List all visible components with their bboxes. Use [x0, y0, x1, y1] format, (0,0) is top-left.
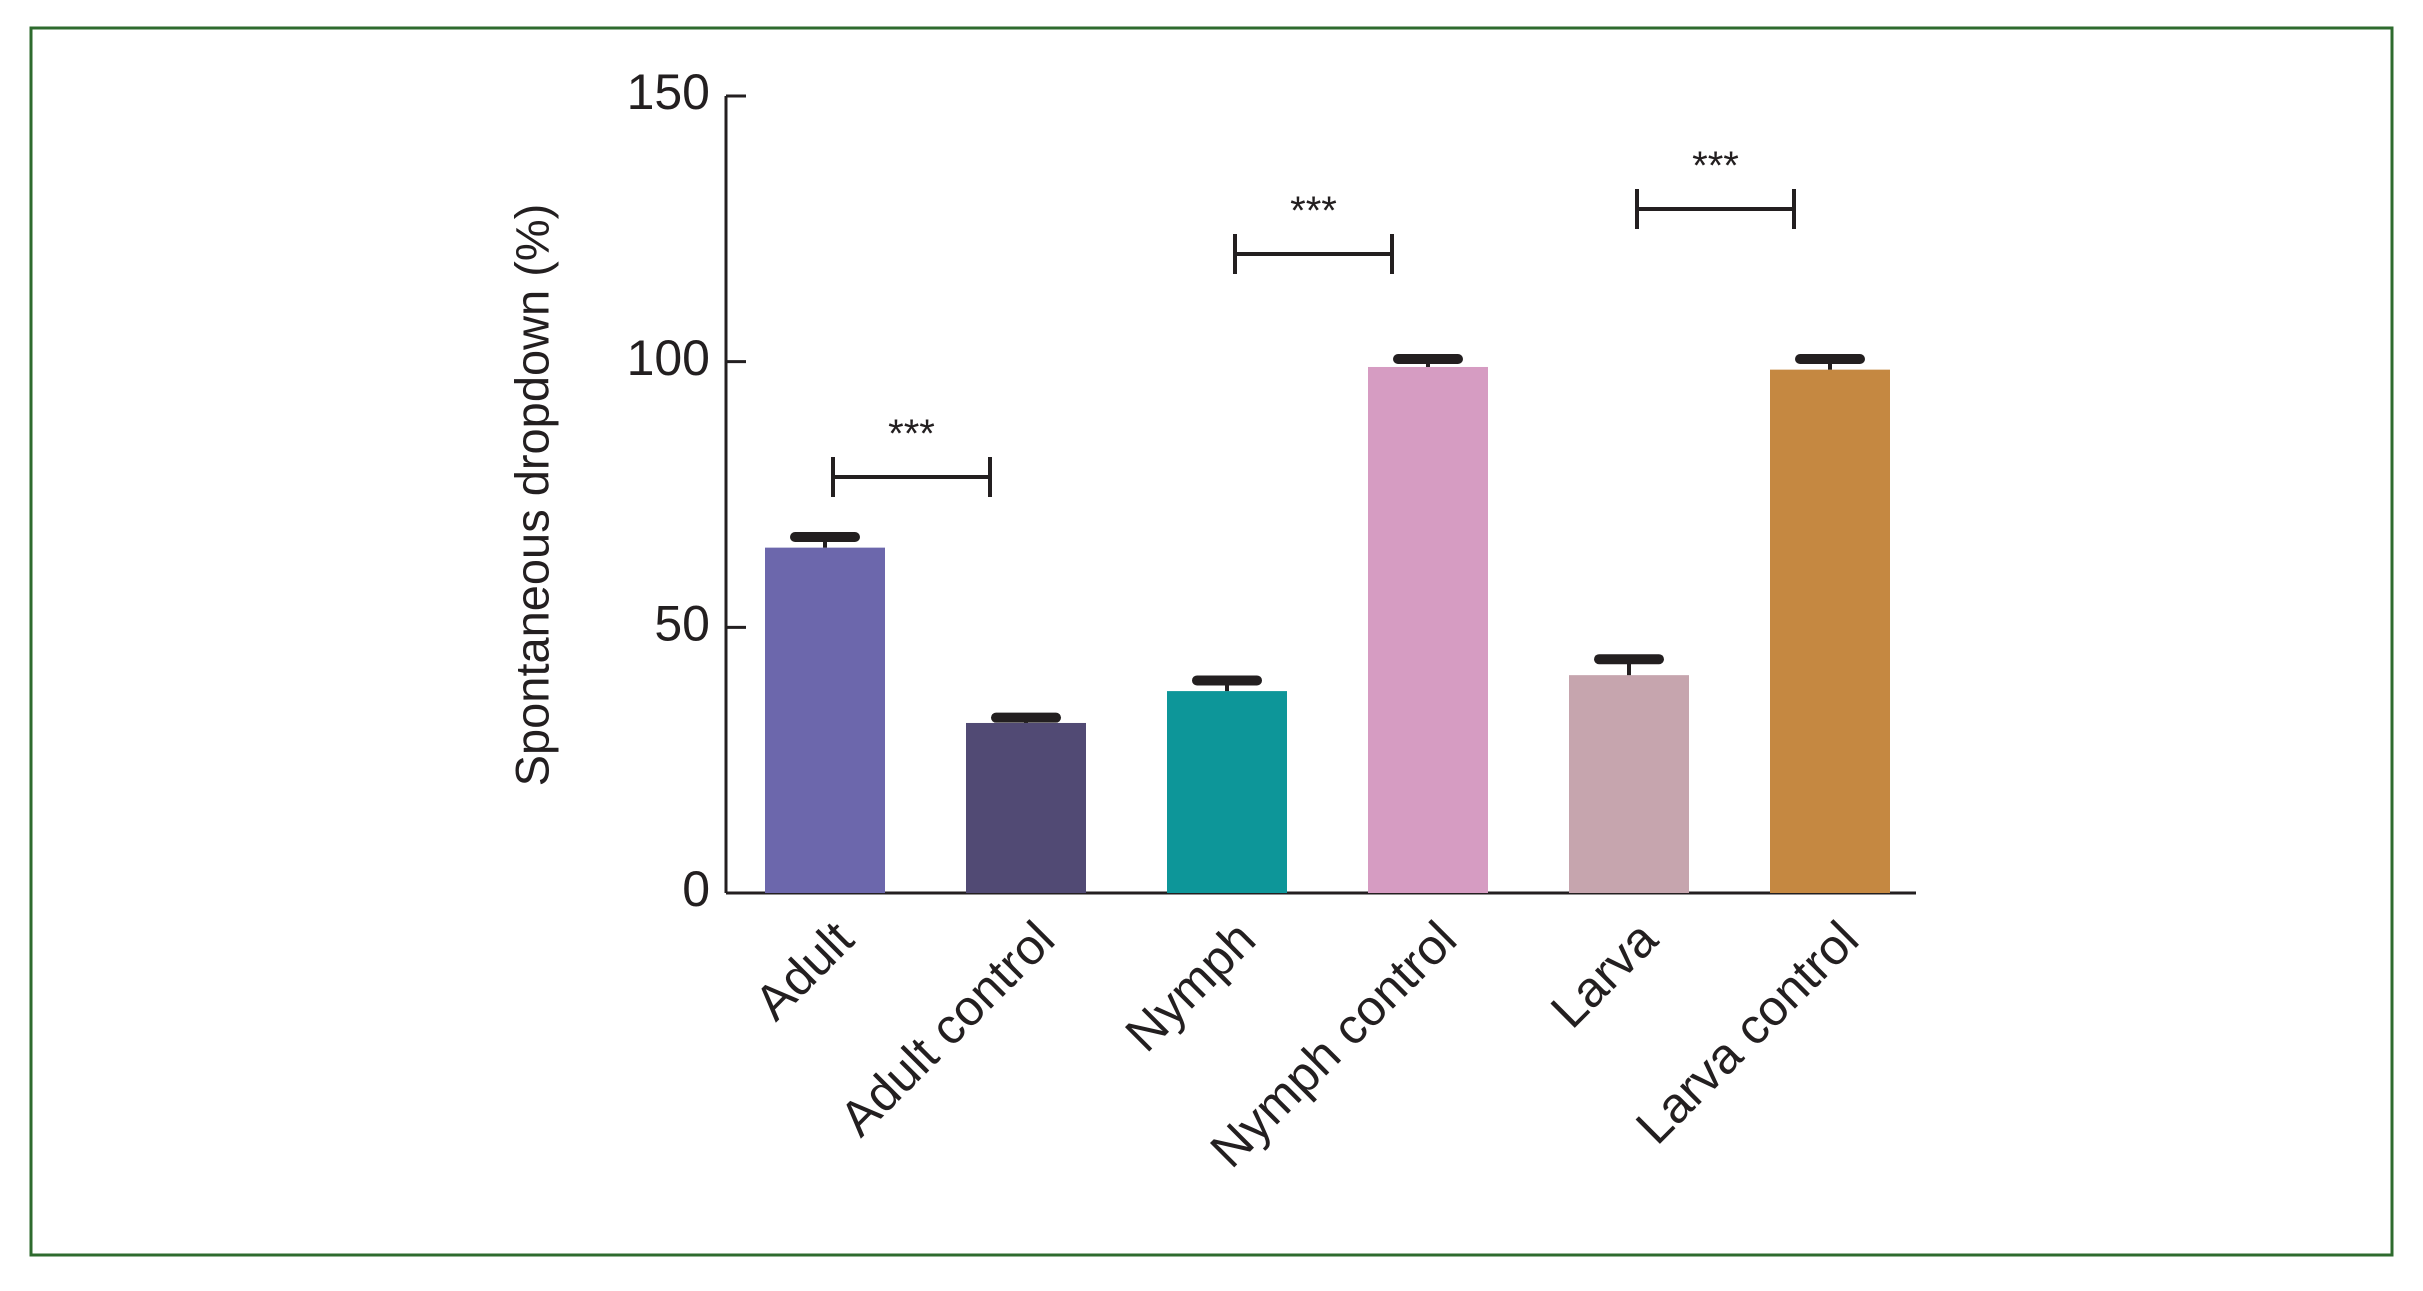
bar	[1569, 675, 1689, 893]
bar	[966, 722, 1086, 893]
x-tick-label: Adult	[744, 910, 864, 1030]
y-tick-label: 50	[654, 596, 710, 652]
bar	[765, 547, 885, 893]
y-tick-label: 100	[627, 330, 710, 386]
frame	[29, 26, 2394, 1257]
y-tick-label: 0	[682, 861, 710, 917]
bar	[1770, 369, 1890, 893]
x-tick-label: Nymph	[1115, 911, 1267, 1063]
bar	[1167, 691, 1287, 893]
significance-label: ***	[888, 412, 935, 456]
significance-label: ***	[1290, 189, 1337, 233]
x-tick-label: Adult control	[829, 911, 1065, 1147]
y-tick-label: 150	[627, 64, 710, 120]
significance-label: ***	[1692, 144, 1739, 188]
x-tick-label: Larva	[1540, 910, 1668, 1038]
bar	[1368, 366, 1488, 894]
y-axis-label: Spontaneous dropdown (%)	[505, 204, 558, 787]
